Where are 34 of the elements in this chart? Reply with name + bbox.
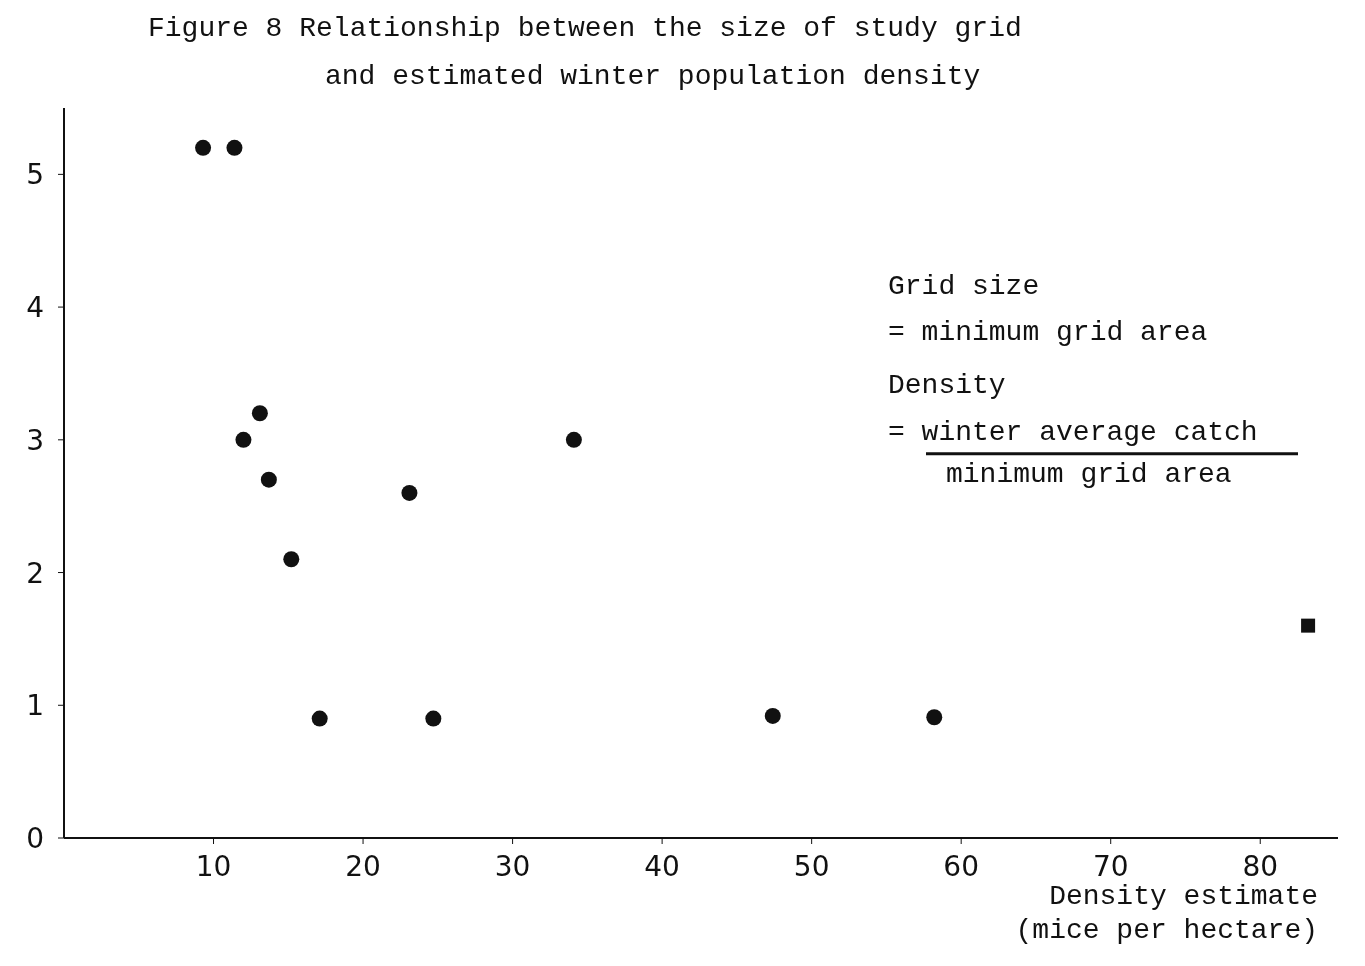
point — [1301, 618, 1316, 633]
x-tick-label: 40 — [644, 850, 680, 883]
annotation: Density — [888, 370, 1006, 402]
point — [235, 431, 252, 448]
y-tick-label: 0 — [26, 822, 44, 855]
x-axis-title: Density estimate (mice per hectare) — [1015, 881, 1318, 946]
point — [283, 551, 300, 568]
point — [251, 405, 268, 422]
point — [401, 484, 418, 501]
y-tick-label: 3 — [26, 423, 44, 457]
x-tick-label: 20 — [345, 850, 381, 883]
point — [565, 431, 582, 448]
y-tick-label: 1 — [26, 689, 44, 723]
point — [226, 139, 243, 156]
annotation: minimum grid area — [946, 459, 1232, 491]
annotation: Grid size — [888, 270, 1040, 302]
annotation: = winter average catch — [888, 416, 1258, 448]
y-tick-label: 5 — [26, 158, 44, 192]
x-tick-label: 50 — [793, 850, 830, 883]
x-tick-label: 80 — [1242, 850, 1279, 883]
x-tick-label: 10 — [195, 850, 232, 883]
x-tick-label: 60 — [943, 850, 979, 883]
point — [425, 710, 442, 727]
y-tick-label: 2 — [26, 556, 44, 590]
x-tick-label: 70 — [1092, 850, 1129, 883]
point — [311, 710, 328, 727]
point — [764, 707, 781, 724]
annotation: = minimum grid area — [888, 317, 1208, 349]
point — [195, 139, 212, 156]
chart-title: Figure 8 Relationship between the size of study grid and estimated winter population density — [148, 13, 1022, 92]
point — [260, 471, 277, 488]
point — [926, 709, 943, 726]
y-tick-label: 4 — [26, 291, 44, 325]
x-tick-label: 30 — [494, 850, 531, 883]
